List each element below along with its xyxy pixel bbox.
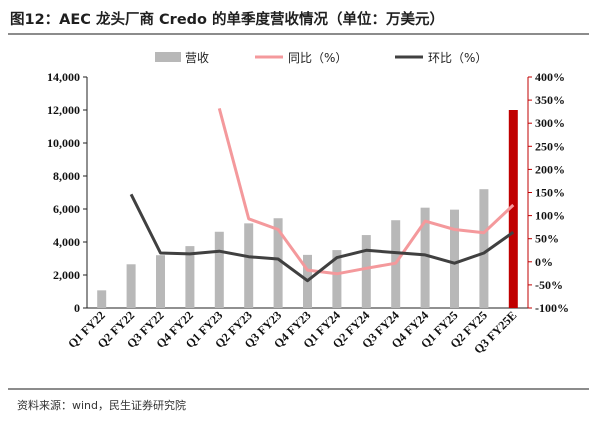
legend-swatch-bar bbox=[155, 52, 181, 62]
legend: 营收 同比（%） 环比（%） bbox=[155, 51, 487, 65]
revenue-bar bbox=[450, 209, 459, 308]
left-axis-tick-label: 4,000 bbox=[53, 235, 80, 249]
legend-label-yoy: 同比（%） bbox=[288, 51, 347, 65]
revenue-bar bbox=[420, 207, 430, 308]
left-axis-tick-label: 10,000 bbox=[47, 136, 80, 150]
right-axis-tick-label: 100% bbox=[535, 209, 565, 223]
right-axis-tick-label: 350% bbox=[535, 93, 565, 107]
right-axis-tick-label: 250% bbox=[535, 139, 565, 153]
revenue-bar bbox=[361, 235, 371, 308]
chart-canvas: 营收 同比（%） 环比（%） 0 2,000 4,000 6,000 8,000 10,0… bbox=[47, 51, 569, 357]
right-axis-tick-label: 400% bbox=[535, 70, 565, 84]
legend-label-qoq: 环比（%） bbox=[428, 51, 487, 65]
revenue-bar bbox=[185, 246, 195, 308]
right-axis-tick-label: 200% bbox=[535, 162, 565, 176]
revenue-bar bbox=[479, 189, 489, 308]
left-axis-tick-label: 14,000 bbox=[47, 70, 80, 84]
left-axis-tick-label: 12,000 bbox=[47, 103, 80, 117]
left-axis-tick-label: 8,000 bbox=[53, 169, 80, 183]
revenue-bar bbox=[273, 218, 283, 308]
qoq-line bbox=[129, 193, 515, 283]
series-lines bbox=[129, 108, 515, 283]
revenue-bar bbox=[244, 223, 254, 308]
yoy-line bbox=[217, 108, 515, 276]
left-axis-tick-label: 0 bbox=[74, 301, 80, 315]
title-divider bbox=[8, 33, 589, 35]
revenue-bar bbox=[214, 231, 224, 308]
legend-label-revenue: 营收 bbox=[185, 51, 209, 65]
source-divider bbox=[8, 388, 589, 390]
revenue-bar bbox=[332, 250, 342, 308]
right-axis-tick-label: 300% bbox=[535, 116, 565, 130]
right-axis-tick-label: -100% bbox=[535, 301, 569, 315]
chart-title: 图12：AEC 龙头厂商 Credo 的单季度营收情况（单位：万美元） bbox=[10, 12, 445, 28]
right-axis-tick-label: 0% bbox=[535, 255, 553, 269]
right-axis-ticks: -100% -50% 0% 50% 100% 150% 200% 250% 300% 350% 40… bbox=[528, 70, 569, 315]
revenue-bar bbox=[126, 264, 136, 308]
left-axis-tick-label: 6,000 bbox=[53, 202, 80, 216]
source-note: 资料来源：wind，民生证券研究院 bbox=[17, 399, 187, 412]
revenue-bar bbox=[508, 110, 518, 308]
left-axis-ticks: 0 2,000 4,000 6,000 8,000 10,000 12,000 14,000 bbox=[47, 70, 87, 315]
bars bbox=[97, 110, 518, 308]
right-axis-tick-label: 50% bbox=[535, 232, 559, 246]
left-axis-tick-label: 2,000 bbox=[53, 268, 80, 282]
revenue-bar bbox=[97, 290, 107, 308]
revenue-bar bbox=[156, 255, 165, 308]
right-axis-tick-label: 150% bbox=[535, 186, 565, 200]
right-axis-tick-label: -50% bbox=[535, 278, 563, 292]
